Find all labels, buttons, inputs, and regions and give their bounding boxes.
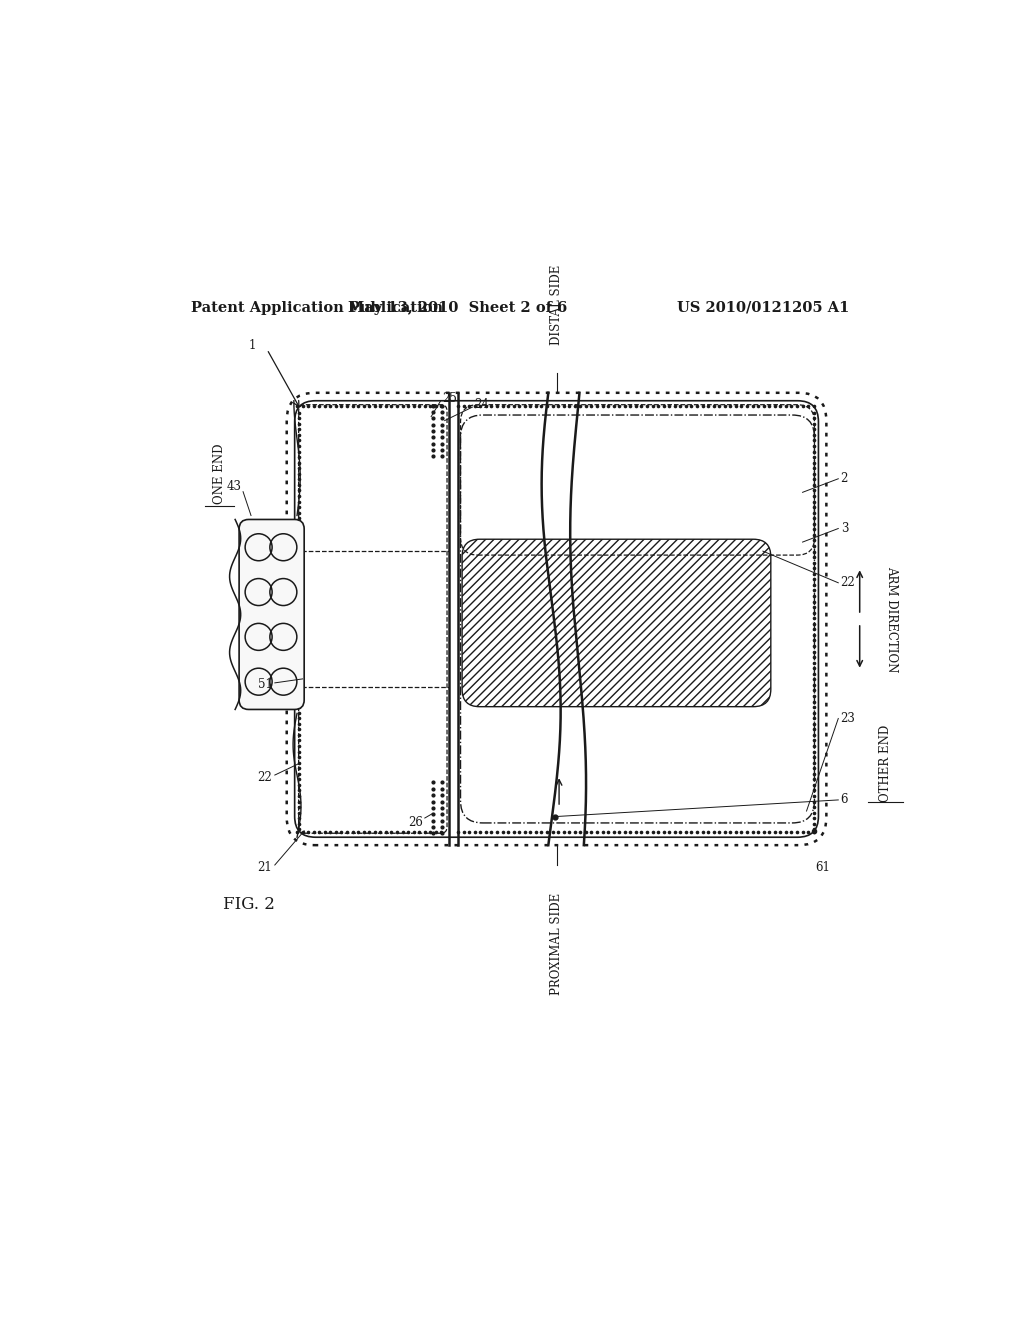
Text: PROXIMAL SIDE: PROXIMAL SIDE <box>550 892 563 995</box>
Text: ONE END: ONE END <box>213 444 225 504</box>
Text: US 2010/0121205 A1: US 2010/0121205 A1 <box>677 301 849 315</box>
Text: 51: 51 <box>258 678 272 690</box>
Text: 6: 6 <box>841 793 848 807</box>
FancyBboxPatch shape <box>240 520 304 709</box>
Text: 25: 25 <box>442 392 457 405</box>
Text: 23: 23 <box>841 711 855 725</box>
Text: 24: 24 <box>474 399 488 412</box>
Text: OTHER END: OTHER END <box>880 725 892 803</box>
Text: May 13, 2010  Sheet 2 of 6: May 13, 2010 Sheet 2 of 6 <box>348 301 567 315</box>
Text: 1: 1 <box>249 339 256 351</box>
Text: Patent Application Publication: Patent Application Publication <box>191 301 443 315</box>
Text: FIG. 2: FIG. 2 <box>223 896 275 913</box>
Text: DISTAL SIDE: DISTAL SIDE <box>550 265 563 346</box>
Text: 61: 61 <box>815 861 829 874</box>
Text: 26: 26 <box>409 816 423 829</box>
Text: 22: 22 <box>258 771 272 784</box>
Text: 2: 2 <box>841 473 848 486</box>
Text: 3: 3 <box>841 521 848 535</box>
Text: 22: 22 <box>841 577 855 589</box>
Text: ARM DIRECTION: ARM DIRECTION <box>885 566 898 672</box>
Text: 21: 21 <box>258 861 272 874</box>
Text: 43: 43 <box>226 479 242 492</box>
